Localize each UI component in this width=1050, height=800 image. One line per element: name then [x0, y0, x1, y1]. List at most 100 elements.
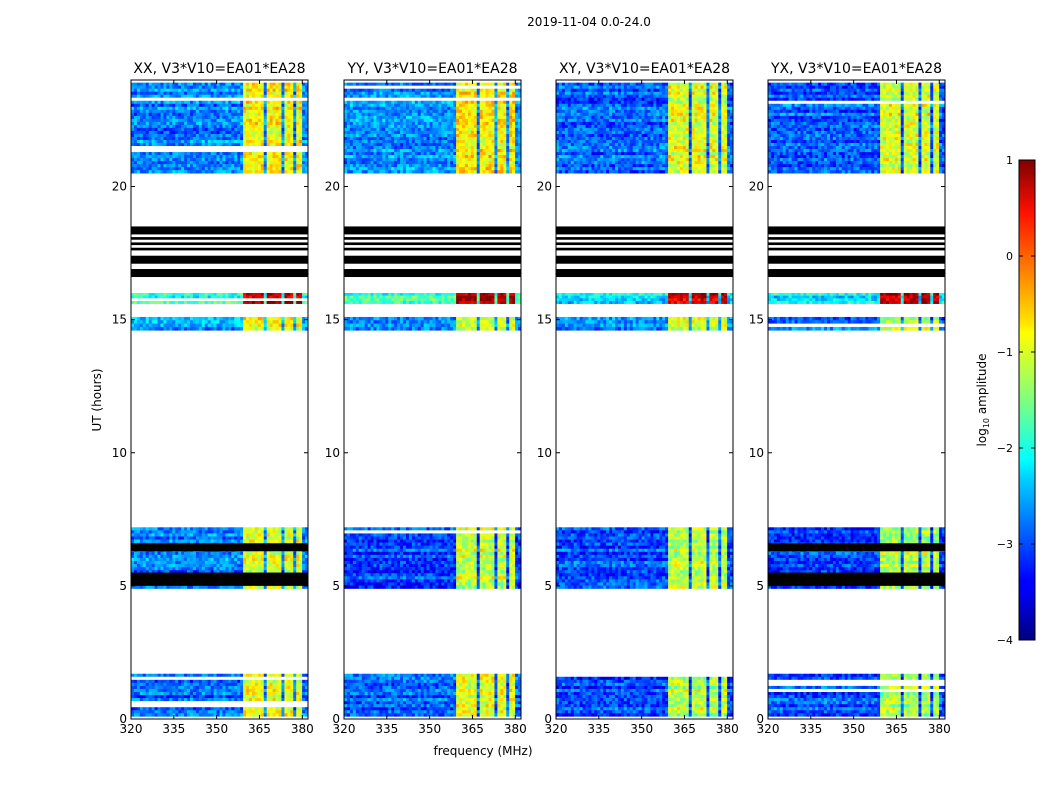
heatmap-cell: [459, 695, 463, 699]
heatmap-cell: [246, 676, 250, 681]
heatmap-cell: [190, 695, 194, 699]
heatmap-cell: [145, 679, 149, 684]
heatmap-cell: [228, 146, 232, 150]
heatmap-cell: [281, 676, 285, 681]
heatmap-cell: [257, 152, 262, 156]
heatmap-cell: [391, 704, 395, 708]
heatmap-cell: [251, 533, 256, 537]
heatmap-cell: [166, 136, 170, 141]
heatmap-cell: [272, 130, 276, 135]
heatmap-cell: [290, 682, 294, 687]
heatmap-cell: [355, 682, 360, 687]
heatmap-cell: [257, 91, 262, 96]
heatmap-cell: [160, 293, 164, 296]
heatmap-cell: [201, 82, 206, 86]
heatmap-cell: [148, 539, 152, 543]
heatmap-cell: [228, 704, 232, 708]
heatmap-cell: [198, 698, 203, 702]
heatmap-cell: [257, 567, 262, 571]
heatmap-cell: [272, 326, 276, 331]
heatmap-cell: [456, 691, 460, 696]
heatmap-cell: [246, 152, 250, 156]
heatmap-cell: [228, 100, 232, 105]
heatmap-cell: [166, 710, 170, 714]
heatmap-cell: [296, 149, 300, 153]
heatmap-cell: [142, 140, 147, 144]
heatmap-cell: [234, 94, 238, 99]
heatmap-cell: [136, 564, 141, 568]
heatmap-cell: [192, 691, 197, 696]
heatmap-cell: [190, 530, 194, 534]
heatmap-cell: [163, 170, 167, 174]
heatmap-cell: [246, 688, 250, 693]
heatmap-cell: [269, 560, 273, 565]
heatmap-cell: [254, 564, 259, 568]
heatmap-cell: [210, 701, 214, 705]
heatmap-cell: [166, 167, 170, 171]
heatmap-cell: [148, 323, 152, 328]
heatmap-cell: [243, 691, 247, 696]
heatmap-cell: [228, 106, 232, 111]
heatmap-cell: [178, 85, 182, 89]
heatmap-cell: [299, 673, 303, 678]
heatmap-cell: [204, 118, 208, 123]
heatmap-cell: [178, 130, 182, 135]
heatmap-cell: [358, 704, 362, 708]
heatmap-cell: [260, 167, 265, 171]
heatmap-cell: [228, 695, 232, 699]
heatmap-cell: [131, 557, 135, 562]
heatmap-cell: [281, 560, 285, 565]
heatmap-cell: [231, 701, 235, 705]
heatmap-cell: [178, 707, 182, 711]
heatmap-cell: [234, 298, 238, 302]
heatmap-cell: [251, 158, 256, 162]
heatmap-cell: [151, 82, 155, 86]
heatmap-cell: [228, 133, 232, 138]
heatmap-cell: [195, 146, 200, 150]
heatmap-cell: [257, 115, 262, 120]
heatmap-cell: [225, 560, 229, 565]
heatmap-cell: [213, 91, 217, 96]
heatmap-cell: [136, 673, 141, 678]
heatmap-cell: [201, 85, 206, 89]
heatmap-cell: [275, 567, 279, 571]
heatmap-cell: [142, 103, 147, 108]
heatmap-cell: [290, 701, 294, 705]
heatmap-cell: [272, 679, 276, 684]
heatmap-cell: [133, 688, 138, 693]
heatmap-cell: [417, 698, 421, 702]
heatmap-cell: [181, 133, 185, 138]
heatmap-cell: [254, 570, 259, 574]
heatmap-cell: [379, 679, 383, 684]
heatmap-cell: [145, 106, 149, 111]
heatmap-cell: [275, 88, 279, 93]
heatmap-cell: [187, 118, 191, 123]
heatmap-cell: [305, 707, 308, 711]
heatmap-cell: [281, 316, 285, 321]
heatmap-cell: [408, 695, 413, 699]
heatmap-cell: [467, 701, 472, 705]
heatmap-cell: [284, 146, 288, 150]
heatmap-cell: [237, 567, 241, 571]
heatmap-cell: [358, 676, 362, 681]
heatmap-cell: [231, 82, 235, 86]
heatmap-cell: [284, 143, 288, 147]
heatmap-cell: [281, 298, 285, 302]
heatmap-cell: [349, 695, 354, 699]
heatmap-cell: [355, 691, 360, 696]
heatmap-cell: [290, 155, 294, 159]
heatmap-cell: [423, 691, 427, 696]
heatmap-cell: [160, 707, 164, 711]
heatmap-cell: [403, 698, 407, 702]
heatmap-cell: [269, 695, 273, 699]
heatmap-cell: [364, 698, 368, 702]
heatmap-cell: [234, 676, 238, 681]
heatmap-cell: [299, 82, 303, 86]
heatmap-cell: [142, 300, 147, 304]
heatmap-cell: [172, 707, 176, 711]
heatmap-cell: [192, 707, 197, 711]
heatmap-cell: [160, 130, 164, 135]
heatmap-cell: [296, 320, 300, 324]
heatmap-cell: [131, 109, 135, 114]
heatmap-cell: [190, 570, 194, 574]
